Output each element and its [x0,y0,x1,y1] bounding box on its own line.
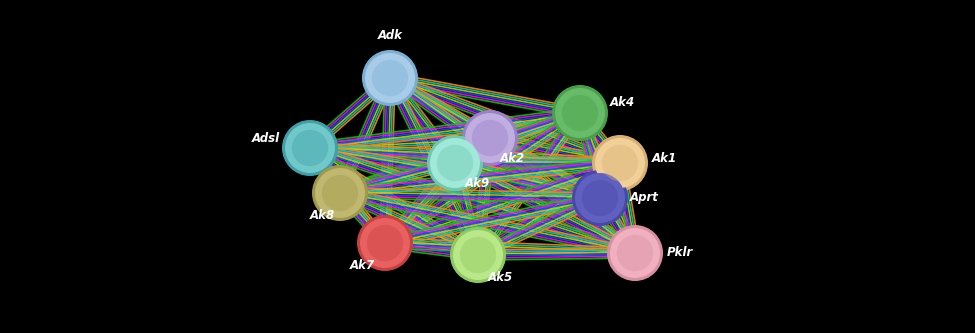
Circle shape [610,228,660,278]
Circle shape [595,138,645,188]
Circle shape [607,225,663,281]
Circle shape [465,113,515,163]
Circle shape [450,227,506,283]
Circle shape [365,53,415,103]
Circle shape [282,120,338,176]
Circle shape [312,165,368,221]
Circle shape [371,60,409,96]
Circle shape [460,237,496,273]
Circle shape [322,175,358,211]
Circle shape [292,130,329,166]
Circle shape [582,180,618,216]
Circle shape [472,120,508,156]
Circle shape [367,225,404,261]
Text: Adk: Adk [377,29,403,42]
Circle shape [285,123,335,173]
Circle shape [552,85,608,141]
Text: Ak1: Ak1 [652,152,677,165]
Circle shape [430,138,480,188]
Text: Adsl: Adsl [252,132,280,145]
Circle shape [360,218,410,268]
Text: Pklr: Pklr [667,246,693,259]
Text: Ak4: Ak4 [610,97,635,110]
Circle shape [602,145,639,181]
Circle shape [437,145,473,181]
Circle shape [427,135,483,191]
Circle shape [575,173,625,223]
Circle shape [572,170,628,226]
Circle shape [555,88,605,138]
Circle shape [592,135,648,191]
Text: Ak9: Ak9 [465,177,490,190]
Circle shape [462,110,518,166]
Circle shape [315,168,365,218]
Circle shape [362,50,418,106]
Text: Ak7: Ak7 [350,259,375,272]
Circle shape [562,95,599,131]
Text: Ak2: Ak2 [500,152,526,165]
Text: Aprt: Aprt [630,191,659,204]
Circle shape [357,215,413,271]
Text: Ak5: Ak5 [488,271,513,284]
Text: Ak8: Ak8 [310,209,335,222]
Circle shape [617,235,653,271]
Circle shape [453,230,503,280]
